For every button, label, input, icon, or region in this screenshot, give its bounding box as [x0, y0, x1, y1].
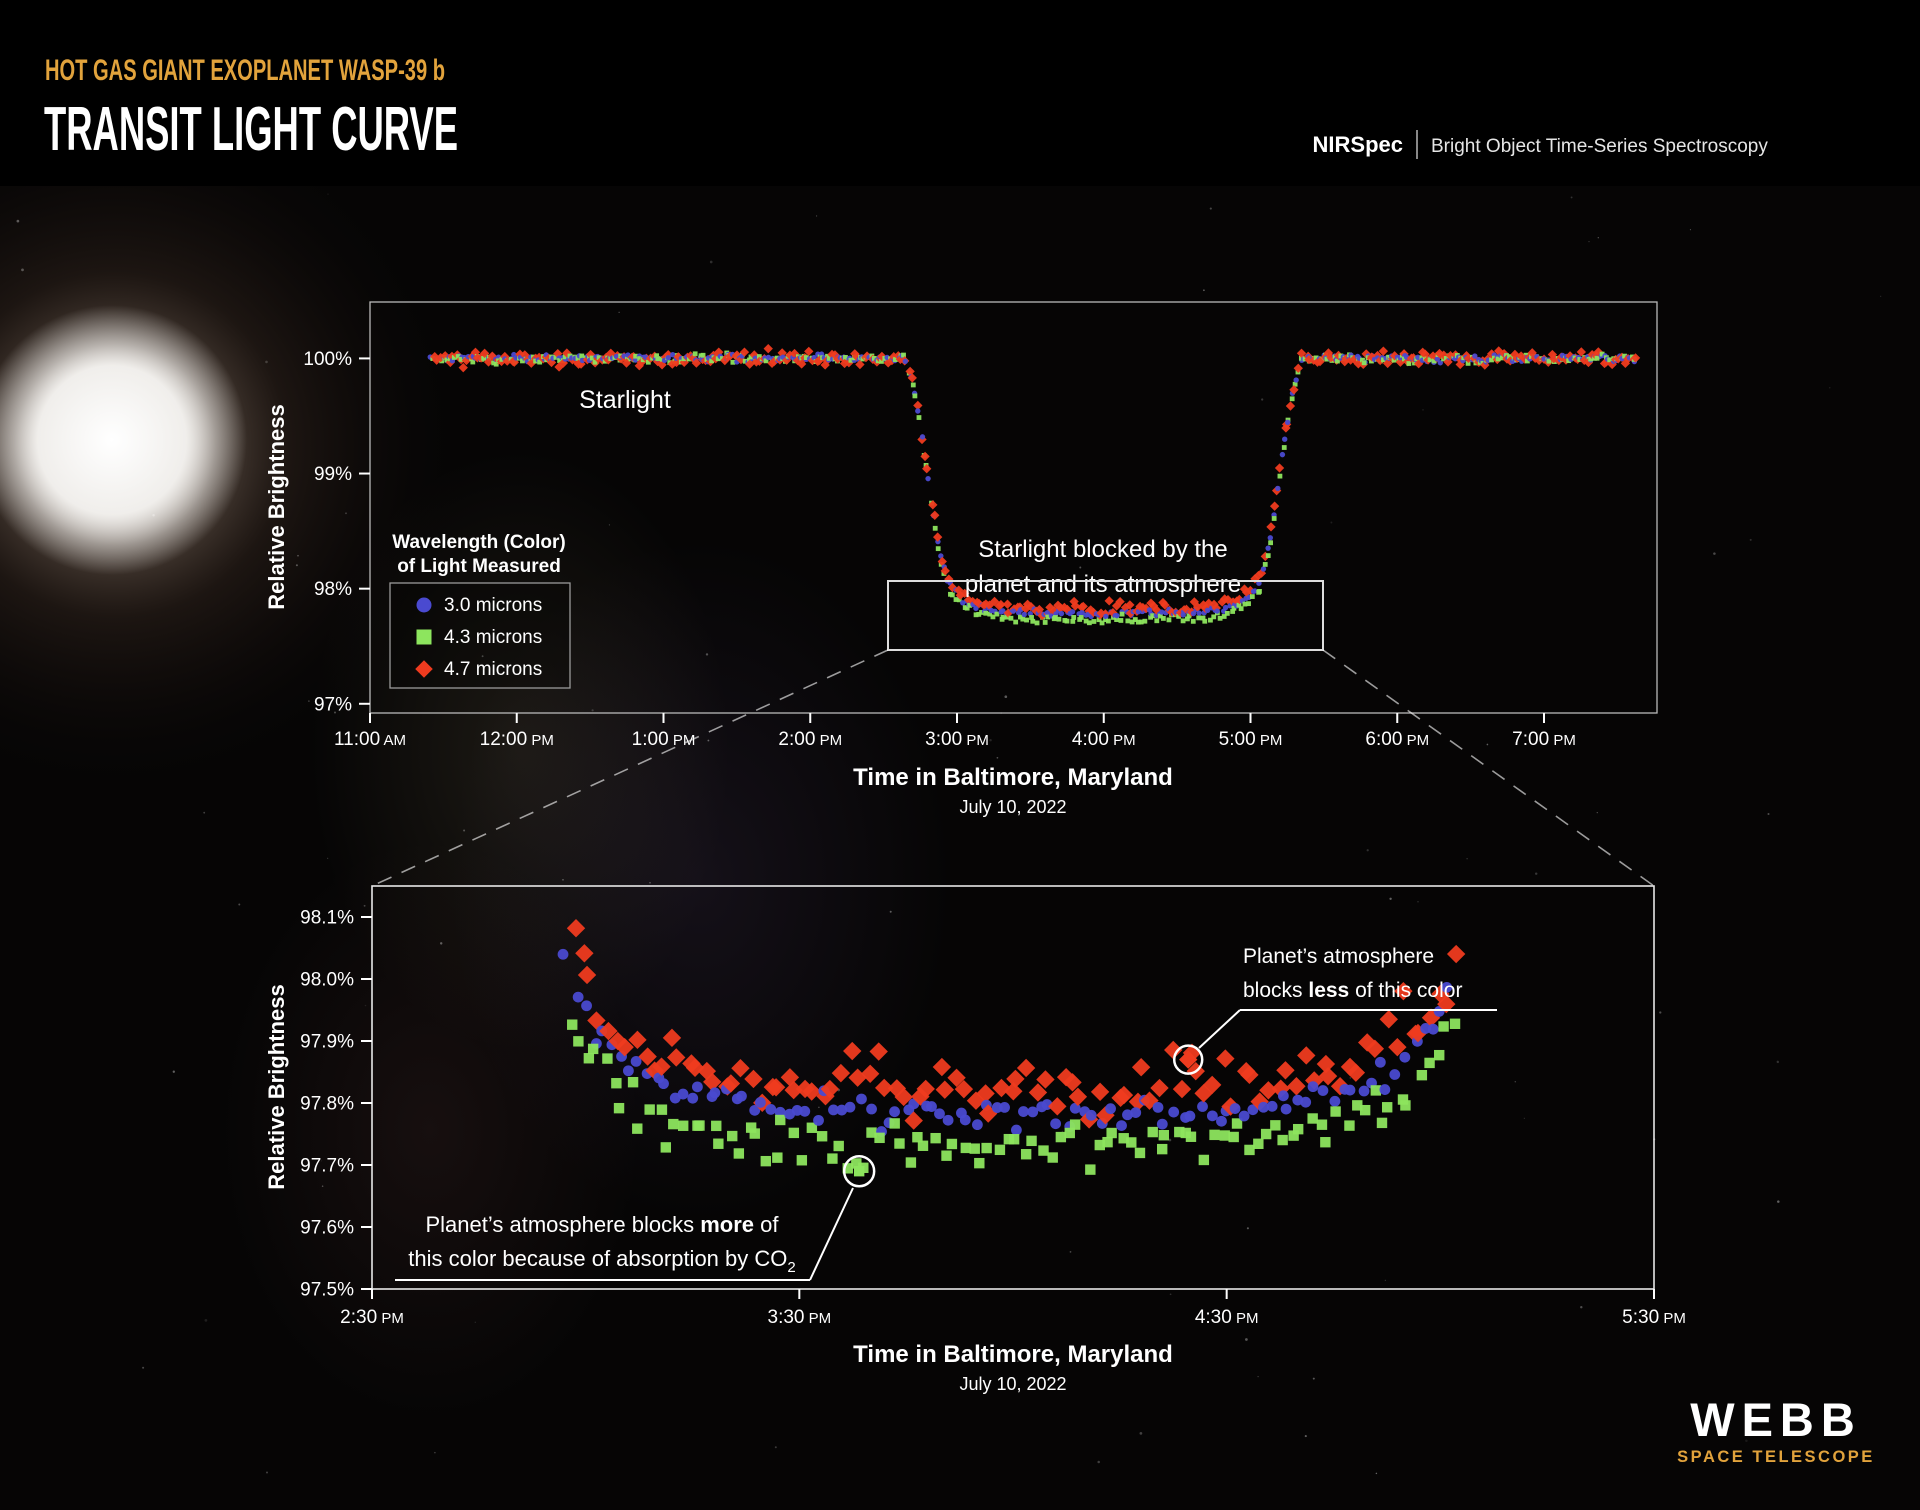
svg-text:98%: 98% — [314, 579, 352, 600]
svg-text:11:00 AM: 11:00 AM — [334, 729, 406, 750]
svg-text:98.1%: 98.1% — [300, 908, 354, 929]
svg-text:12:00 PM: 12:00 PM — [480, 729, 554, 750]
annotation-less-line1: Planet’s atmosphere — [1243, 945, 1434, 968]
svg-text:100%: 100% — [303, 349, 352, 370]
annotation-less-leader-line — [1198, 1009, 1241, 1049]
svg-text:97.7%: 97.7% — [300, 1156, 354, 1177]
page-title: TRANSIT LIGHT CURVE — [44, 95, 458, 164]
bottom-x-axis-date: July 10, 2022 — [959, 1374, 1066, 1394]
annotation-more-line2: this color because of absorption by CO2 — [408, 1246, 795, 1276]
top-chart: 11:00 AM 12:00 PM 1:00 PM 2:00 PM 3:00 PM 4:0… — [264, 301, 1658, 817]
header-band — [0, 0, 1920, 186]
legend-marker-square-icon — [416, 629, 432, 645]
annotation-blocks-more: Planet’s atmosphere blocks more of this … — [395, 1187, 854, 1281]
background-art — [0, 0, 1920, 1475]
legend-title-line2: of Light Measured — [397, 556, 561, 577]
svg-text:4:30 PM: 4:30 PM — [1195, 1307, 1259, 1328]
annotation-blocks-less: Planet’s atmosphere blocks less of this … — [1198, 945, 1497, 1049]
page-subtitle: HOT GAS GIANT EXOPLANET WASP-39 b — [45, 54, 445, 87]
annotation-less-line2: blocks less of this color — [1243, 979, 1462, 1002]
annotation-blocked-line2: planet and its atmosphere — [965, 571, 1241, 598]
svg-text:7:00 PM: 7:00 PM — [1512, 729, 1576, 750]
legend-label-4-7-microns: 4.7 microns — [444, 659, 542, 680]
bottom-chart-ticks: 2:30 PM 3:30 PM 4:30 PM 5:30 PM 98.1% 98.0% 97… — [300, 908, 1686, 1329]
svg-text:97.5%: 97.5% — [300, 1280, 354, 1301]
legend-marker-diamond-icon — [415, 660, 433, 678]
svg-text:1:00 PM: 1:00 PM — [632, 729, 696, 750]
planet-haze-pink — [220, 840, 640, 1420]
svg-text:6:00 PM: 6:00 PM — [1365, 729, 1429, 750]
legend-title-line1: Wavelength (Color) — [392, 532, 565, 553]
top-chart-ticks: 11:00 AM 12:00 PM 1:00 PM 2:00 PM 3:00 PM 4:0… — [303, 349, 1575, 750]
top-x-axis-date: July 10, 2022 — [959, 797, 1066, 817]
highlighted-points — [842, 1044, 1204, 1188]
legend: Wavelength (Color) of Light Measured 3.0… — [389, 532, 571, 689]
webb-logo: WEBB SPACE TELESCOPE — [1677, 1393, 1875, 1466]
callout-circle — [1172, 1044, 1204, 1075]
svg-text:99%: 99% — [314, 464, 352, 485]
top-chart-scatter-points — [427, 344, 1641, 626]
header: HOT GAS GIANT EXOPLANET WASP-39 b TRANSI… — [44, 54, 1768, 164]
svg-text:5:30 PM: 5:30 PM — [1622, 1307, 1686, 1328]
svg-text:3:00 PM: 3:00 PM — [925, 729, 989, 750]
callout-circle — [842, 1154, 876, 1188]
bottom-chart-frame — [371, 885, 1655, 1290]
zoom-inset-box — [887, 580, 1324, 651]
zoom-connector-lines — [371, 649, 1655, 887]
webb-logo-subtitle: SPACE TELESCOPE — [1677, 1448, 1875, 1466]
legend-marker-circle-icon — [416, 597, 432, 613]
annotation-more-leader-line — [809, 1187, 854, 1281]
top-x-axis-title: Time in Baltimore, Maryland — [853, 764, 1173, 791]
bottom-chart: 2:30 PM 3:30 PM 4:30 PM 5:30 PM 98.1% 98.0% 97… — [264, 885, 1686, 1394]
svg-text:4:00 PM: 4:00 PM — [1072, 729, 1136, 750]
legend-label-4-3-microns: 4.3 microns — [444, 627, 542, 648]
svg-text:2:00 PM: 2:00 PM — [778, 729, 842, 750]
webb-logo-title: WEBB — [1690, 1393, 1862, 1446]
svg-text:3:30 PM: 3:30 PM — [768, 1307, 832, 1328]
mode-label: Bright Object Time-Series Spectroscopy — [1431, 136, 1768, 157]
svg-text:5:00 PM: 5:00 PM — [1219, 729, 1283, 750]
svg-text:2:30 PM: 2:30 PM — [340, 1307, 404, 1328]
svg-text:97.8%: 97.8% — [300, 1094, 354, 1115]
legend-label-3-0-microns: 3.0 microns — [444, 595, 542, 616]
svg-text:97.9%: 97.9% — [300, 1032, 354, 1053]
starfield — [16, 193, 1882, 1475]
annotation-blocked-line1: Starlight blocked by the — [978, 536, 1227, 563]
svg-text:97.6%: 97.6% — [300, 1218, 354, 1239]
annotation-starlight: Starlight — [579, 386, 671, 414]
bottom-x-axis-title: Time in Baltimore, Maryland — [853, 1341, 1173, 1368]
star-core — [0, 305, 247, 575]
annotation-more-line1: Planet’s atmosphere blocks more of — [425, 1212, 779, 1237]
top-chart-frame — [369, 301, 1658, 714]
instrument-label: NIRSpec — [1313, 132, 1403, 157]
bottom-chart-scatter-points — [557, 919, 1466, 1175]
svg-text:98.0%: 98.0% — [300, 970, 354, 991]
top-y-axis-title: Relative Brightness — [264, 404, 289, 609]
svg-text:97%: 97% — [314, 694, 352, 715]
bottom-y-axis-title: Relative Brightness — [264, 984, 289, 1189]
